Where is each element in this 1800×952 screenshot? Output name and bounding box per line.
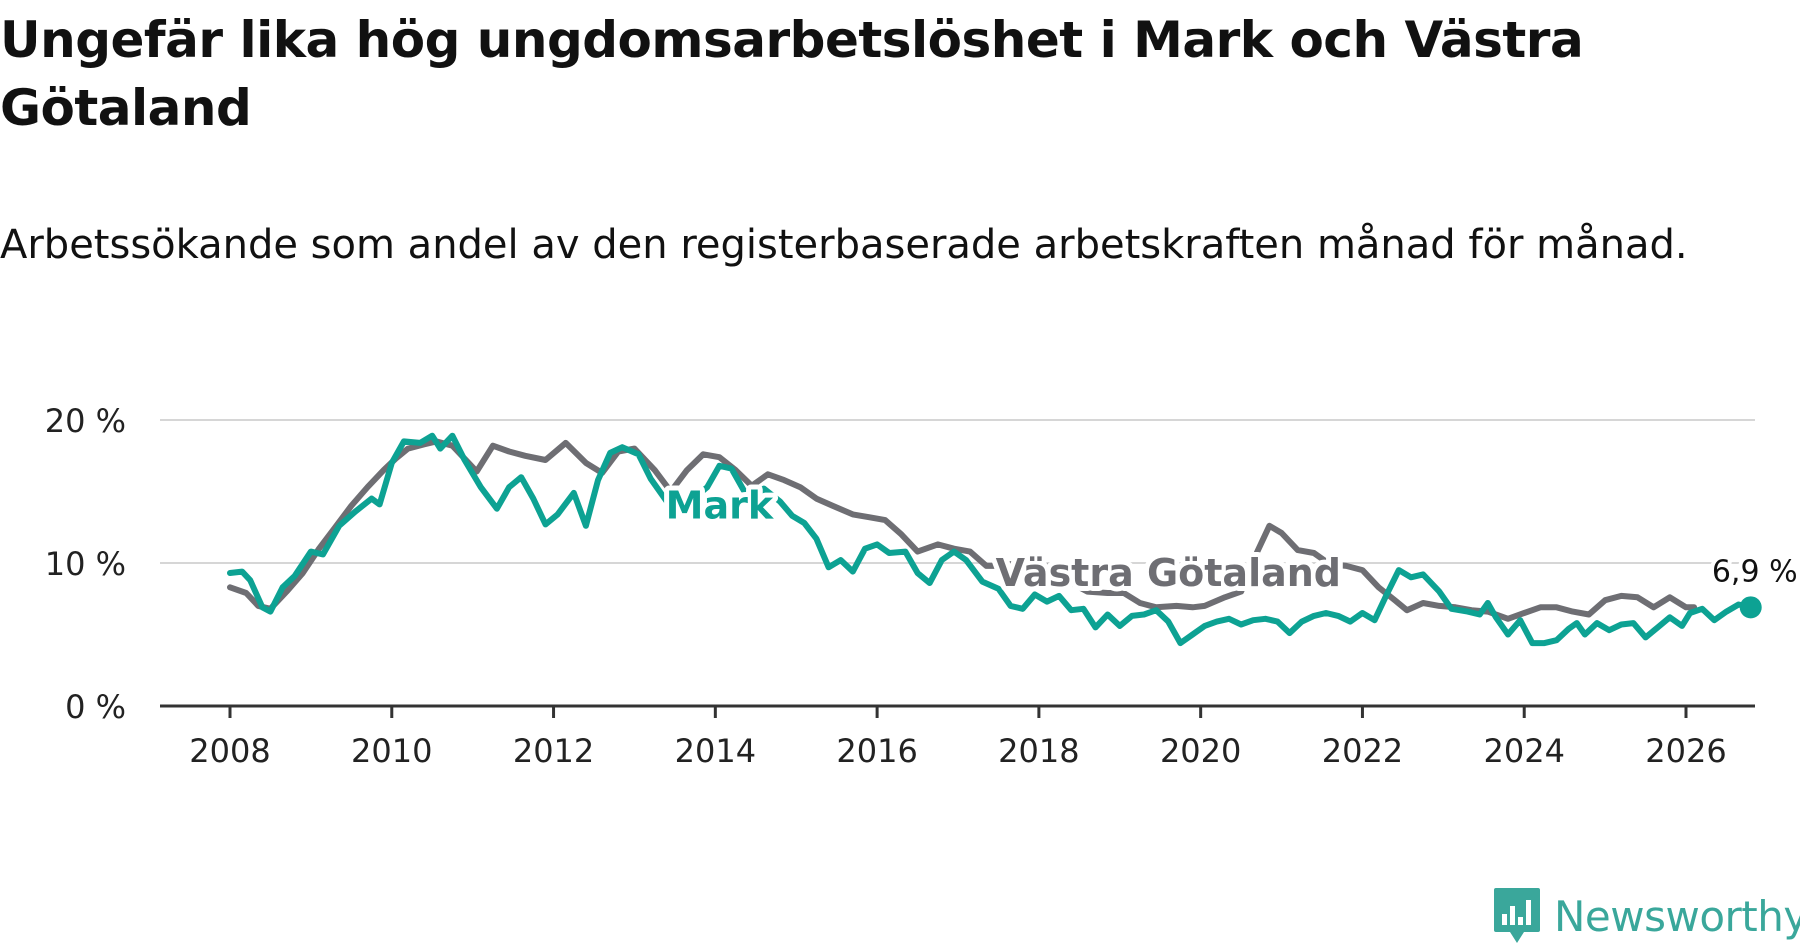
series-label-mark: Mark <box>666 484 774 528</box>
series-labels: Västra Götaland Mark 6,9 % <box>661 479 1800 619</box>
series-line-mark <box>227 432 1754 647</box>
brand-name: Newsworthy <box>1554 891 1800 941</box>
end-point-marker <box>1739 596 1762 619</box>
brand: Newsworthy <box>1492 880 1800 952</box>
newsworthy-bar-chart-icon <box>1494 888 1540 943</box>
x-tick-label: 2022 <box>1322 732 1403 770</box>
x-tick-label: 2016 <box>836 732 917 770</box>
y-tick-label: 10 % <box>45 545 126 583</box>
chart-subtitle: Arbetssökande som andel av den registerb… <box>0 222 1688 268</box>
series-lines <box>227 432 1754 647</box>
y-tick-label: 0 % <box>65 688 126 726</box>
series-line-västra-götaland <box>227 438 1698 622</box>
x-axis: 2008 2010 2012 2014 2016 2018 2020 2022 2024 2026 <box>160 704 1755 770</box>
x-tick-label: 2014 <box>675 732 756 770</box>
x-tick-label: 2024 <box>1484 732 1565 770</box>
y-axis: 0 % 10 % 20 % <box>45 402 126 726</box>
x-tick-label: 2012 <box>513 732 594 770</box>
chart-title: Ungefär lika hög ungdomsarbetslöshet i M… <box>0 11 1584 137</box>
y-tick-label: 20 % <box>45 402 126 440</box>
x-tick-label: 2020 <box>1160 732 1241 770</box>
end-value-label: 6,9 % <box>1712 554 1798 589</box>
series-label-västra-götaland: Västra Götaland <box>996 551 1341 595</box>
x-tick-label: 2008 <box>189 732 270 770</box>
gridlines <box>160 419 1755 564</box>
x-tick-label: 2018 <box>998 732 1079 770</box>
x-tick-label: 2026 <box>1645 732 1726 770</box>
x-tick-label: 2010 <box>351 732 432 770</box>
